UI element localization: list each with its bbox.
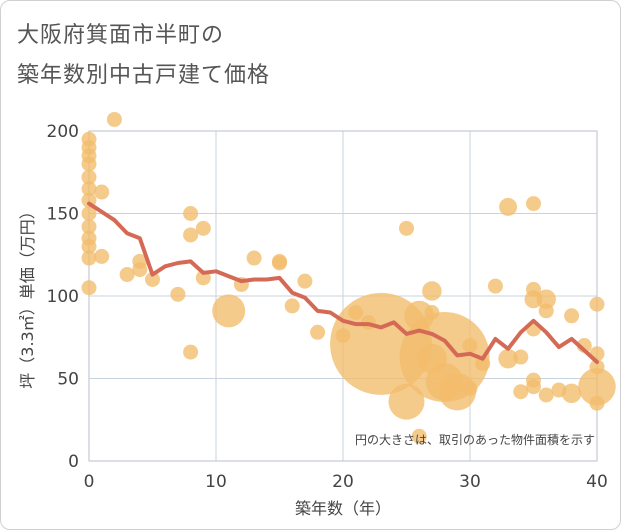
bubble-point [119, 267, 135, 283]
bubble-point [538, 387, 554, 403]
bubble-point [81, 181, 97, 197]
bubble-point [475, 356, 491, 372]
bubble-point [81, 250, 97, 266]
bubble-point [589, 296, 605, 312]
bubble-point [145, 272, 160, 287]
bubble-point [94, 184, 110, 200]
bubble-point [564, 308, 580, 324]
x-tick-label: 10 [205, 472, 227, 492]
chart-title-line-2: 築年数別中古戸建て価格 [17, 63, 271, 88]
x-tick-label: 20 [332, 472, 354, 492]
bubble-point [81, 156, 97, 172]
y-tick-label: 150 [47, 205, 79, 225]
bubble-point [499, 197, 518, 216]
bubble-point [399, 220, 414, 236]
bubble-point [526, 196, 541, 212]
bubble-point [106, 111, 122, 127]
trend-line [87, 201, 599, 364]
axis-ticks: 0 10 20 30 40 0 50 100 150 200 [47, 122, 608, 492]
bubble-point [513, 349, 529, 365]
bubble-point [536, 289, 556, 310]
plot-area [88, 130, 598, 462]
bubble-point [578, 368, 616, 406]
bubble-point [487, 278, 503, 294]
y-tick-label: 50 [57, 370, 79, 390]
bubble-point [94, 248, 110, 264]
bubble-point [411, 428, 427, 444]
chart-title-line-1: 大阪府箕面市半町の [17, 23, 225, 48]
bubble-point [81, 219, 97, 235]
y-axis-title: 坪（3.3㎡）単価（万円） [18, 203, 37, 388]
bubble-point [183, 206, 199, 221]
x-tick-label: 0 [84, 472, 95, 492]
bubble-point [498, 348, 518, 369]
bubble-point [81, 239, 97, 254]
bubble-point [310, 324, 326, 340]
bubble-size-note: 円の大きさは、取引のあった物件面積を示す [355, 432, 595, 447]
bubble-point [81, 280, 97, 296]
bubble-point [183, 227, 199, 243]
bubble-point [81, 206, 97, 221]
bubble-point [132, 262, 148, 278]
bubble-point [212, 294, 246, 328]
bubble-point [272, 255, 287, 271]
bubble-point [561, 383, 582, 404]
x-tick-label: 30 [459, 472, 481, 492]
grid-lines [88, 130, 598, 462]
bubble-point [388, 383, 425, 420]
bubble-point [513, 384, 529, 400]
x-tick-label: 40 [586, 472, 608, 492]
bubble-point [246, 250, 262, 266]
y-tick-label: 100 [47, 287, 79, 307]
trend-line-layer [87, 201, 599, 364]
bubble-point [297, 273, 313, 289]
y-tick-label: 200 [47, 122, 79, 142]
x-axis-title: 築年数（年） [295, 499, 391, 518]
bubble-point [195, 220, 211, 236]
bubble-point [81, 169, 97, 185]
bubble-point [589, 395, 605, 411]
bubble-point [526, 379, 541, 395]
bubble-point [422, 281, 442, 301]
bubble-point [538, 303, 554, 319]
bubble-point [170, 286, 186, 302]
bubbles-layer [81, 111, 616, 444]
bubble-point [183, 344, 199, 360]
bubble-point [462, 338, 478, 353]
bubble-point [284, 298, 300, 314]
y-tick-label: 0 [68, 452, 79, 472]
bubble-point [462, 380, 478, 396]
